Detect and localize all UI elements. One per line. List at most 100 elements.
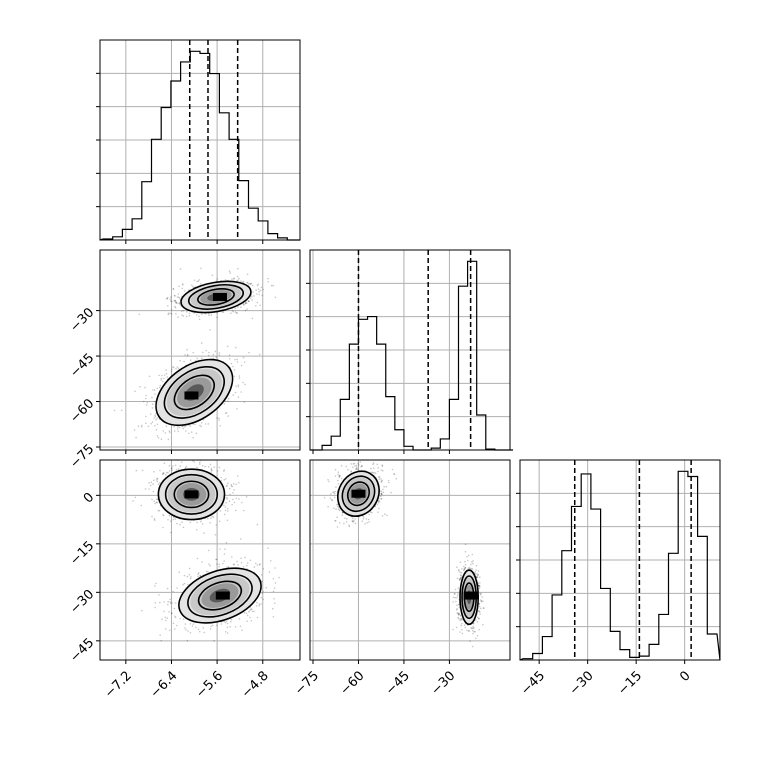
sample-point	[256, 616, 259, 619]
sample-point	[169, 431, 171, 434]
sample-point	[159, 601, 161, 604]
sample-point	[353, 462, 356, 465]
sample-point	[198, 572, 200, 574]
sample-point	[150, 422, 152, 425]
sample-point	[361, 464, 363, 467]
sample-point	[381, 464, 384, 467]
sample-point	[251, 299, 253, 301]
sample-point	[165, 297, 168, 300]
sample-point	[230, 312, 232, 315]
sample-point	[182, 618, 185, 620]
sample-point	[177, 468, 180, 470]
sample-point	[377, 476, 380, 478]
sample-point	[160, 438, 163, 441]
sample-point	[362, 518, 365, 520]
sample-point	[231, 485, 233, 488]
sample-point	[380, 495, 382, 498]
sample-point	[371, 471, 374, 474]
sample-point	[460, 617, 463, 620]
contour-1-0	[155, 358, 234, 427]
sample-point	[226, 345, 229, 348]
sample-point	[365, 518, 368, 520]
sample-point	[182, 526, 185, 529]
sample-point	[344, 517, 346, 519]
sample-point	[249, 283, 252, 285]
sample-point	[170, 296, 172, 298]
sample-point	[223, 403, 226, 405]
sample-point	[230, 362, 233, 365]
sample-point	[173, 294, 176, 297]
sample-point	[240, 306, 242, 308]
sample-point	[459, 631, 461, 633]
sample-point	[455, 626, 458, 629]
sample-point	[224, 509, 227, 512]
sample-point	[208, 314, 210, 317]
sample-point	[218, 417, 220, 420]
sample-point	[258, 293, 261, 296]
sample-point	[327, 505, 329, 508]
sample-point	[188, 314, 191, 317]
sample-point	[197, 628, 200, 631]
density-panel-p1-p2	[96, 249, 301, 454]
sample-point	[203, 631, 205, 634]
sample-point	[170, 370, 173, 373]
sample-point	[260, 286, 263, 289]
sample-point	[336, 526, 339, 528]
sample-point	[178, 285, 180, 288]
sample-point	[246, 281, 248, 284]
sample-point	[249, 609, 251, 612]
sample-point	[381, 515, 384, 517]
panel-frame	[99, 459, 301, 661]
sample-point	[216, 278, 218, 280]
sample-point	[357, 469, 359, 471]
sample-point	[145, 394, 147, 397]
sample-point	[227, 510, 229, 512]
sample-point	[334, 519, 337, 522]
sample-point	[201, 422, 203, 424]
sample-point	[464, 563, 467, 566]
sample-point	[210, 469, 213, 471]
sample-point	[480, 600, 483, 602]
sample-point	[352, 521, 355, 523]
sample-point	[171, 467, 173, 469]
sample-point	[173, 516, 175, 519]
sample-point	[232, 563, 235, 566]
sample-point	[385, 485, 388, 488]
sample-point	[154, 602, 157, 604]
sample-point	[196, 466, 198, 469]
sample-point	[348, 525, 351, 528]
sample-point	[330, 493, 332, 495]
sample-point	[154, 425, 156, 427]
sample-point	[333, 507, 335, 510]
sample-point	[243, 612, 246, 614]
sample-point	[186, 353, 189, 356]
sample-point	[201, 523, 204, 525]
sample-point	[242, 281, 244, 284]
sample-point	[178, 571, 181, 573]
sample-point	[380, 490, 383, 493]
sample-point	[278, 576, 280, 579]
sample-point	[380, 480, 383, 483]
sample-point	[255, 305, 257, 307]
contour-0-2	[197, 288, 235, 306]
sample-point	[336, 503, 338, 506]
sample-point	[340, 464, 343, 467]
sample-point	[473, 630, 475, 633]
sample-point	[192, 351, 195, 354]
sample-point	[200, 267, 202, 270]
sample-point	[460, 574, 463, 577]
sample-point	[239, 625, 242, 628]
contour-1-2	[197, 580, 243, 611]
sample-point	[218, 419, 220, 421]
sample-point	[163, 462, 166, 465]
panel-frame	[309, 249, 511, 451]
sample-point	[224, 279, 227, 281]
sample-point	[219, 510, 222, 512]
sample-point	[265, 586, 268, 589]
sample-point	[240, 391, 242, 393]
sample-point	[174, 299, 176, 302]
sample-point	[234, 358, 236, 361]
sample-point	[207, 465, 210, 468]
sample-point	[197, 573, 199, 575]
sample-point	[228, 354, 231, 357]
